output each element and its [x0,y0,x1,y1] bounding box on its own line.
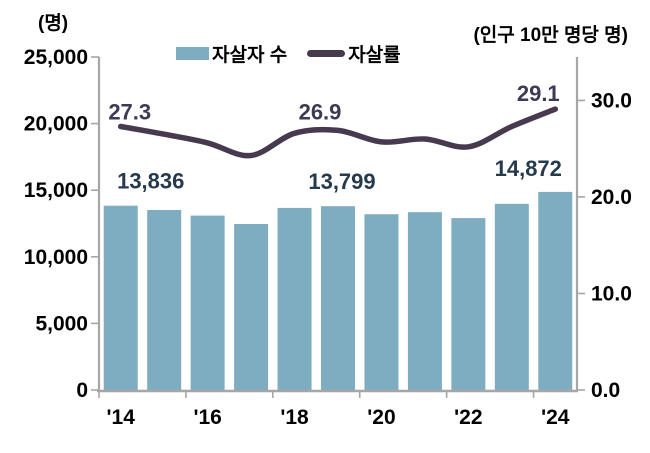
left-axis-tick-label: 5,000 [35,312,88,335]
x-axis-label: '18 [280,406,309,429]
bar-14 [103,205,138,390]
bar-16 [190,215,225,390]
legend-line-swatch [307,50,346,57]
bar-24 [538,191,573,390]
line-value-label: 27.3 [108,99,151,124]
right-axis-tick-label: 0.0 [591,379,620,402]
bar-21 [407,212,442,390]
x-axis-label: '14 [107,406,136,429]
left-axis-unit-label: (명) [38,13,69,34]
left-axis-tick-label: 0 [76,379,88,402]
x-axis-label: '16 [193,406,221,429]
left-axis-tick-label: 10,000 [24,246,88,269]
bar-value-label: 13,799 [308,169,375,194]
right-axis-unit-label: (인구 10만 명당 명) [473,25,628,46]
line-value-label: 29.1 [517,81,560,106]
legend-bar-swatch [176,47,209,60]
legend-label-suicide-rate: 자살률 [348,45,401,66]
bar-value-label: 13,836 [117,169,184,194]
x-axis-label: '24 [541,406,570,429]
left-axis-tick-label: 20,000 [24,113,88,136]
bar-15 [147,210,182,390]
line-value-label: 26.9 [299,99,342,124]
right-axis-tick-label: 30.0 [591,89,632,112]
bar-23 [494,203,529,390]
right-axis-tick-label: 20.0 [591,186,632,209]
left-axis-tick-label: 25,000 [24,46,88,69]
bar-22 [451,218,486,390]
x-axis-label: '22 [454,406,482,429]
right-axis-tick-label: 10.0 [591,282,632,305]
bar-19 [321,206,355,390]
x-axis-label: '20 [367,406,395,429]
left-axis-tick-label: 15,000 [24,179,88,202]
bar-17 [234,223,269,390]
legend-label-suicide-count: 자살자 수 [212,45,288,66]
suicide-rate-line [117,106,559,159]
bar-value-label: 14,872 [495,156,562,181]
legend: 자살자 수 자살률 [176,40,401,67]
bar-20 [364,214,399,390]
bar-18 [277,207,312,390]
